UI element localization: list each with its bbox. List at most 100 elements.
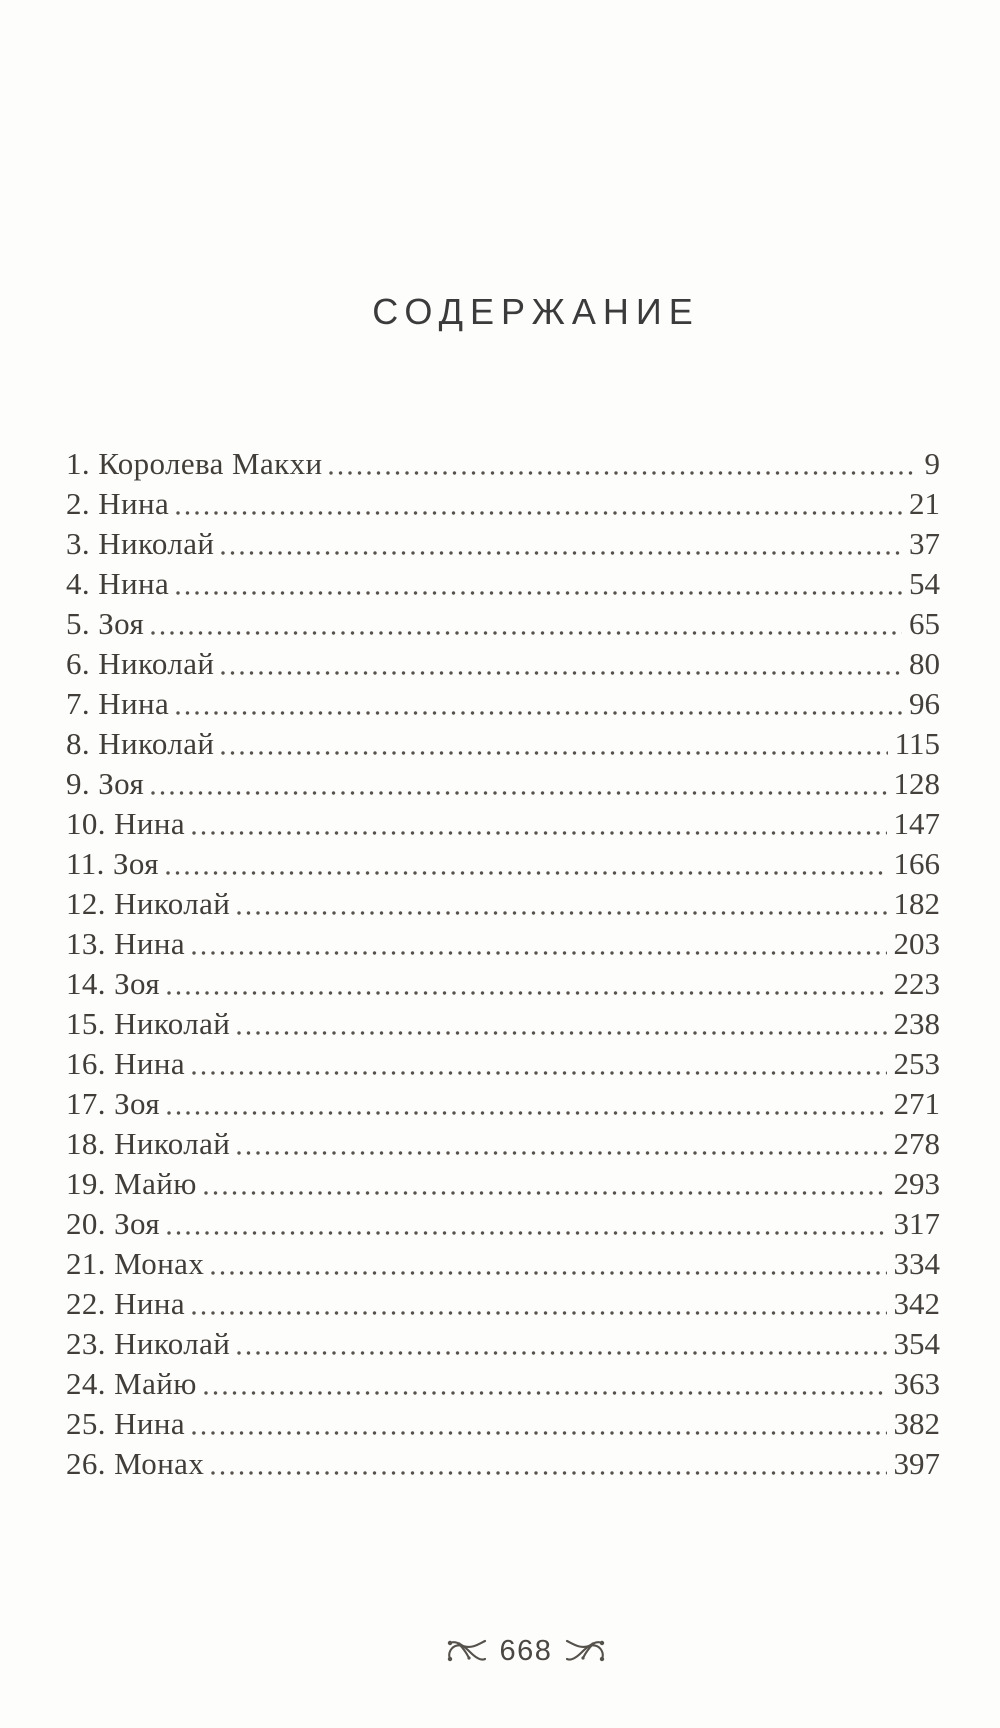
toc-entry: 21. Монах 334 [66, 1244, 940, 1284]
toc-entry: 20. Зоя 317 [66, 1204, 940, 1244]
toc-entry: 9. Зоя 128 [66, 764, 940, 804]
toc-leader-dots [221, 751, 888, 755]
toc-entry-label: 6. Николай [66, 646, 215, 681]
toc-entry-page: 334 [893, 1246, 941, 1281]
toc-entry-label: 1. Королева Макхи [66, 446, 323, 481]
toc-entry-page: 253 [893, 1046, 941, 1081]
toc-entry-label: 9. Зоя [66, 766, 145, 801]
toc-entry-page: 238 [893, 1006, 941, 1041]
fleuron-right-icon [566, 1639, 605, 1662]
toc-entry-page: 397 [893, 1446, 941, 1481]
toc-entry: 13. Нина 203 [66, 924, 940, 964]
toc-entry: 19. Майю 293 [66, 1164, 940, 1204]
toc-leader-dots [176, 711, 902, 715]
toc-entry: 3. Николай 37 [66, 524, 940, 564]
toc-entry-page: 271 [893, 1086, 941, 1121]
toc-entry-label: 15. Николай [66, 1006, 231, 1041]
toc-entry-page: 21 [909, 486, 940, 521]
toc-leader-dots [203, 1191, 887, 1195]
toc-entry-label: 7. Нина [66, 686, 170, 721]
folio-page-number: 668 [499, 1635, 553, 1667]
toc-entry-page: 382 [893, 1406, 941, 1441]
toc-entry-label: 10. Нина [66, 806, 186, 841]
page-footer: 668 [26, 1634, 1000, 1668]
toc-entry-label: 5. Зоя [66, 606, 145, 641]
toc-leader-dots [211, 1471, 887, 1475]
fleuron-left-icon [447, 1639, 486, 1662]
toc-entry-label: 8. Николай [66, 726, 215, 761]
toc-entry-page: 278 [893, 1126, 941, 1161]
toc-leader-dots [192, 1311, 887, 1315]
toc-entry: 8. Николай 115 [66, 724, 940, 764]
toc-entry-label: 21. Монах [66, 1246, 205, 1281]
toc-entry-page: 203 [893, 926, 941, 961]
toc-entry-page: 293 [893, 1166, 941, 1201]
toc-entry: 14. Зоя 223 [66, 964, 940, 1004]
toc-entry-label: 4. Нина [66, 566, 170, 601]
toc-entry-label: 24. Майю [66, 1366, 197, 1401]
toc-entry-page: 115 [894, 726, 940, 761]
toc-entry-page: 363 [893, 1366, 941, 1401]
toc-entry-page: 65 [909, 606, 940, 641]
toc-entry: 17. Зоя 271 [66, 1084, 940, 1124]
toc-leader-dots [237, 1351, 887, 1355]
toc-leader-dots [237, 1031, 887, 1035]
toc-entry: 24. Майю 363 [66, 1364, 940, 1404]
toc-entry: 7. Нина 96 [66, 684, 940, 724]
toc-entry-label: 11. Зоя [66, 846, 159, 881]
toc-entry-label: 16. Нина [66, 1046, 186, 1081]
toc-leader-dots [203, 1391, 887, 1395]
toc-leader-dots [151, 631, 902, 635]
toc-leader-dots [192, 831, 887, 835]
toc-entry-label: 26. Монах [66, 1446, 205, 1481]
toc-entry-page: 147 [893, 806, 941, 841]
toc-leader-dots [211, 1271, 887, 1275]
toc-entry-label: 13. Нина [66, 926, 186, 961]
toc-entry-label: 14. Зоя [66, 966, 160, 1001]
toc-entry-page: 37 [909, 526, 940, 561]
toc-entry-page: 223 [893, 966, 941, 1001]
toc-leader-dots [192, 1431, 887, 1435]
toc-leader-dots [167, 991, 887, 995]
toc-entry: 26. Монах 397 [66, 1444, 940, 1484]
toc-entry-label: 18. Николай [66, 1126, 231, 1161]
toc-entry-page: 54 [909, 566, 940, 601]
toc-entry-label: 17. Зоя [66, 1086, 160, 1121]
toc-entry-page: 80 [909, 646, 940, 681]
toc-entry-label: 25. Нина [66, 1406, 186, 1441]
toc-leader-dots [167, 1111, 887, 1115]
toc-entry-label: 3. Николай [66, 526, 215, 561]
toc-entry-page: 354 [893, 1326, 941, 1361]
toc-entry-page: 96 [909, 686, 940, 721]
toc-leader-dots [151, 791, 887, 795]
page-title: СОДЕРЖАНИЕ [372, 291, 700, 332]
toc-entry-label: 22. Нина [66, 1286, 186, 1321]
toc-entry: 16. Нина 253 [66, 1044, 940, 1084]
toc-leader-dots [176, 511, 902, 515]
toc-entry-page: 342 [893, 1286, 941, 1321]
toc-entry-page: 9 [924, 446, 941, 481]
toc-entry: 6. Николай 80 [66, 644, 940, 684]
toc-leader-dots [192, 1071, 887, 1075]
toc-entry: 4. Нина 54 [66, 564, 940, 604]
toc-entry: 25. Нина 382 [66, 1404, 940, 1444]
toc-entry-label: 2. Нина [66, 486, 170, 521]
toc-entry: 18. Николай 278 [66, 1124, 940, 1164]
toc-entry: 23. Николай 354 [66, 1324, 940, 1364]
toc-entry: 5. Зоя 65 [66, 604, 940, 644]
toc-leader-dots [192, 951, 887, 955]
table-of-contents: 1. Королева Макхи 9 2. Нина 21 3. Никола… [0, 444, 1000, 1484]
toc-leader-dots [221, 551, 902, 555]
toc-entry-label: 23. Николай [66, 1326, 231, 1361]
toc-leader-dots [237, 1151, 887, 1155]
toc-entry-page: 128 [893, 766, 941, 801]
toc-entry: 1. Королева Макхи 9 [66, 444, 940, 484]
toc-leader-dots [221, 671, 902, 675]
toc-leader-dots [176, 591, 902, 595]
toc-entry-label: 12. Николай [66, 886, 231, 921]
toc-entry: 12. Николай 182 [66, 884, 940, 924]
toc-leader-dots [167, 1231, 887, 1235]
toc-entry: 10. Нина 147 [66, 804, 940, 844]
toc-entry-page: 182 [893, 886, 941, 921]
